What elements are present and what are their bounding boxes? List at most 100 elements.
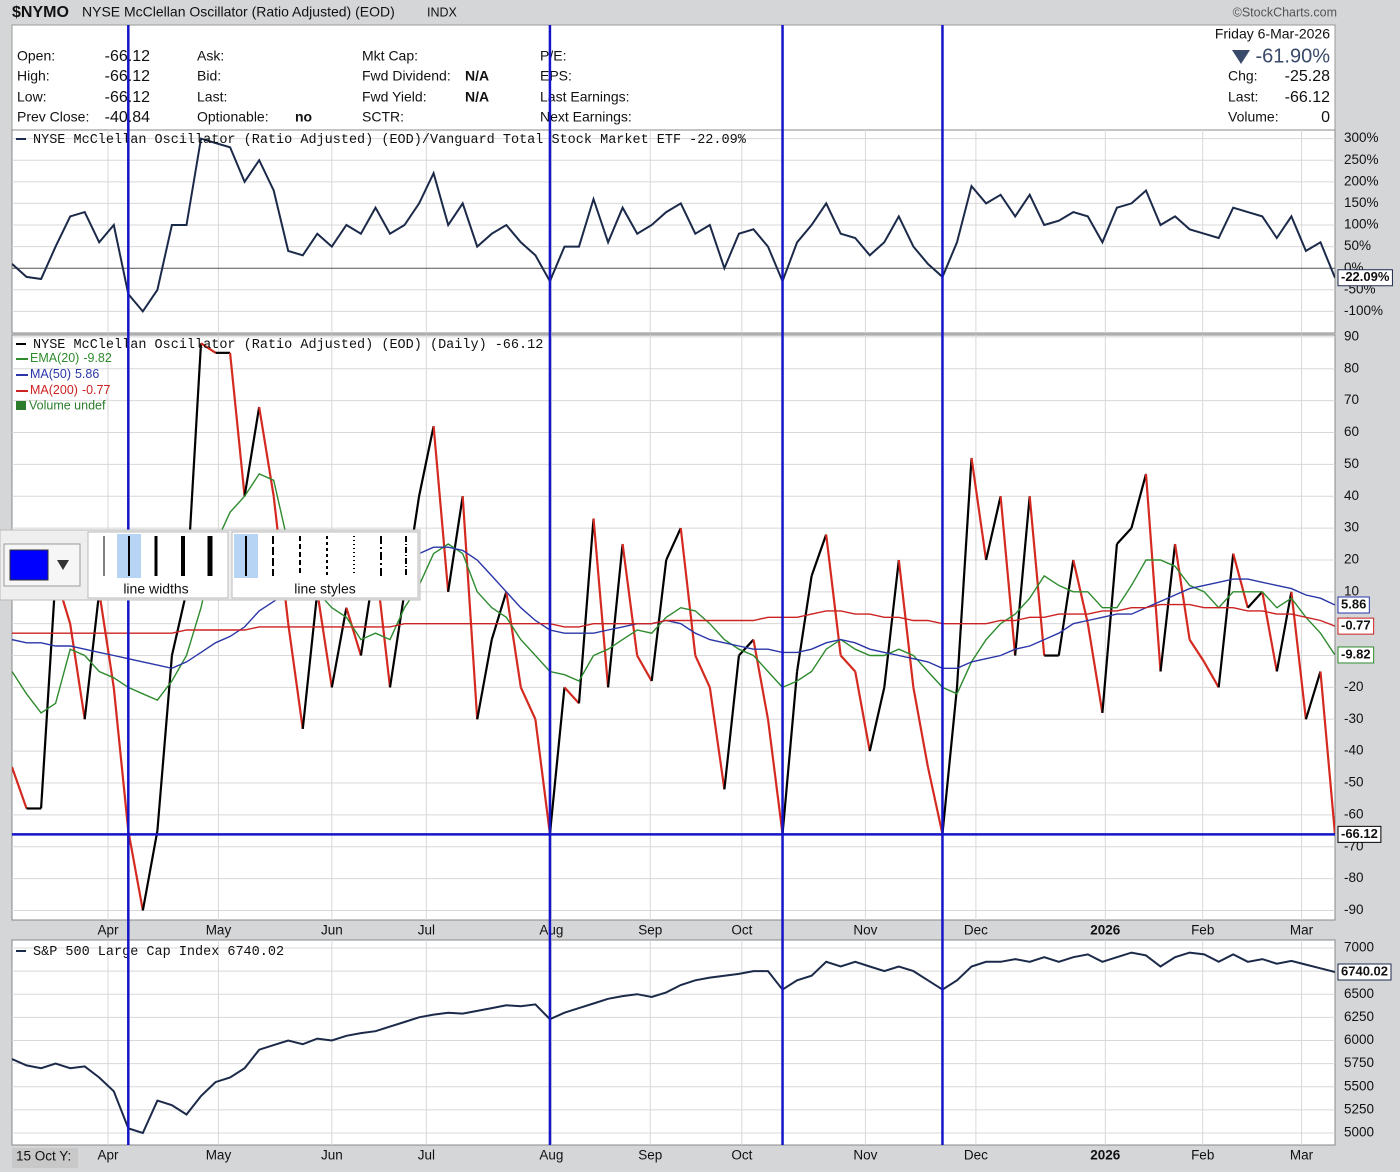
toolbar: line widths line styles — [0, 529, 421, 601]
line-segment — [723, 655, 741, 790]
series-line — [12, 137, 1335, 314]
x-tick-label: Dec — [964, 1148, 988, 1163]
field-label: High: — [17, 68, 50, 84]
field-value: N/A — [465, 68, 489, 84]
legend-entry: EMA(20) -9.82 — [30, 351, 112, 365]
field-label: Volume: — [1228, 109, 1279, 125]
x-tick-label: Jul — [418, 1148, 435, 1163]
field-label: P/E: — [540, 48, 566, 64]
field-label: Prev Close: — [17, 109, 89, 125]
line-segment — [810, 534, 828, 577]
x-tick-label: Apr — [97, 1148, 119, 1163]
y-tick-label: 6500 — [1344, 986, 1374, 1001]
legend-value: -9.82 — [83, 351, 112, 365]
series-line — [12, 603, 1335, 634]
date: Friday 6-Mar-2026 — [1215, 26, 1330, 42]
y-tick-label: 50% — [1344, 238, 1371, 253]
legend-name: S&P 500 Large Cap Index — [33, 945, 219, 960]
legend-entry: S&P 500 Large Cap Index 6740.02 — [33, 945, 284, 960]
x-tick-label: Sep — [638, 923, 662, 938]
field-label: Mkt Cap: — [362, 48, 418, 64]
y-tick-label: -60 — [1344, 806, 1364, 821]
line-segment — [592, 518, 610, 688]
line-segment — [461, 496, 479, 720]
field-value: 0 — [1321, 109, 1330, 126]
x-tick-label: Dec — [964, 923, 988, 938]
x-tick-label: 2026 — [1090, 923, 1121, 938]
line-segment — [1217, 553, 1235, 688]
field-label: Open: — [17, 48, 55, 64]
y-tick-label: 5750 — [1344, 1055, 1374, 1070]
field-value: no — [295, 109, 312, 125]
line-segment — [781, 671, 799, 835]
y-tick-label: -30 — [1344, 711, 1364, 726]
line-segment — [665, 527, 682, 561]
toolbar-label: line styles — [294, 581, 355, 597]
line-segment — [330, 607, 348, 688]
series-line — [12, 951, 1335, 1135]
line-segment — [563, 686, 580, 705]
line-segment — [926, 766, 944, 835]
field-value: N/A — [465, 89, 489, 105]
panel — [11, 334, 1336, 921]
line-segment — [1086, 623, 1104, 714]
line-segment — [1232, 553, 1249, 609]
line-segment — [1057, 559, 1075, 656]
line-segment — [912, 687, 930, 768]
line-segment — [170, 591, 188, 656]
y-tick-label: 5500 — [1344, 1078, 1374, 1093]
line-segment — [1203, 661, 1220, 688]
field-label: Next Earnings: — [540, 109, 632, 125]
line-segment — [694, 655, 711, 688]
field-label: Bid: — [197, 68, 221, 84]
x-tick-label: 2026 — [1090, 1148, 1121, 1163]
legend-swatch — [16, 401, 26, 410]
legend-name: NYSE McClellan Oscillator (Ratio Adjuste… — [33, 133, 681, 148]
line-segment — [127, 830, 144, 911]
line-widths[interactable] — [87, 531, 229, 599]
field-label: Fwd Dividend: — [362, 68, 451, 84]
legend-name: MA(50) — [30, 367, 71, 381]
last-value-box — [1337, 963, 1392, 981]
legend-name: NYSE McClellan Oscillator (Ratio Adjuste… — [33, 338, 487, 353]
y-tick-label: 7000 — [1344, 940, 1374, 955]
x-tick-label: Mar — [1290, 1148, 1314, 1163]
last-value-box — [1337, 617, 1375, 635]
exchange: INDX — [427, 5, 458, 19]
line-segment — [1028, 496, 1046, 656]
y-tick-label: 90 — [1344, 328, 1359, 343]
series-line — [12, 546, 1335, 670]
line-segment — [1014, 496, 1031, 656]
line-segment — [98, 591, 115, 688]
plot — [12, 130, 1335, 333]
legend-name: MA(200) — [30, 383, 78, 397]
line-segment — [825, 534, 842, 656]
x-tick-label: Aug — [539, 1148, 563, 1163]
color-swatch[interactable] — [9, 549, 49, 581]
y-tick-label: 250% — [1344, 152, 1379, 167]
symbol: $NYMO — [12, 4, 69, 21]
plot — [12, 940, 1335, 1145]
legend-entry: NYSE McClellan Oscillator (Ratio Adjuste… — [33, 338, 543, 353]
line-segment — [941, 687, 959, 835]
field-value: -66.12 — [1285, 89, 1330, 106]
line-styles[interactable] — [231, 531, 419, 599]
line-segment — [708, 687, 726, 790]
line-segment — [200, 342, 217, 354]
line-segment — [39, 575, 57, 809]
line-segment — [287, 623, 304, 729]
dropdown-arrow[interactable] — [57, 560, 69, 570]
x-tick-label: Aug — [539, 923, 563, 938]
line-segment — [490, 591, 508, 640]
line-segment — [243, 406, 261, 497]
line-segment — [868, 687, 886, 752]
last-value-box — [1337, 825, 1382, 843]
x-tick-label: May — [206, 1148, 232, 1163]
line-segment — [1116, 527, 1133, 545]
y-tick-label: 5000 — [1344, 1125, 1374, 1140]
y-tick-label: 6250 — [1344, 1009, 1374, 1024]
x-tick-label: Jun — [321, 923, 343, 938]
field-label: Low: — [17, 89, 47, 105]
y-tick-label: 30 — [1344, 520, 1359, 535]
